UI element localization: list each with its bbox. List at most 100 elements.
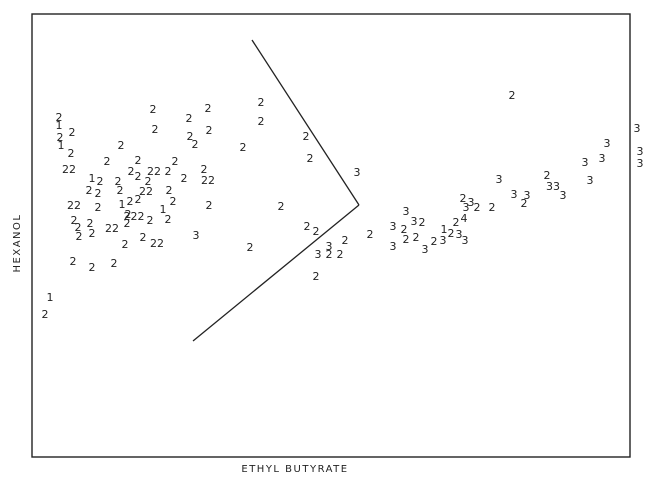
data-point-class-2: 2 — [240, 141, 247, 154]
data-point-class-2: 2 — [489, 201, 496, 214]
data-point-class-2: 2 — [68, 147, 75, 160]
data-point-class-2: 22 — [105, 222, 119, 235]
data-point-class-3: 3 — [390, 220, 397, 233]
y-axis-label: HEXANOL — [12, 214, 23, 273]
data-point-class-3: 3 — [354, 166, 361, 179]
data-point-class-3: 3 — [560, 189, 567, 202]
data-point-class-2: 2 — [192, 138, 199, 151]
data-point-class-2: 2 — [303, 130, 310, 143]
data-point-class-2: 2 — [57, 131, 64, 144]
data-point-class-2: 2 — [95, 201, 102, 214]
data-point-class-2: 2 — [117, 184, 124, 197]
data-point-class-2: 2 — [118, 139, 125, 152]
data-point-class-2: 2 — [509, 89, 516, 102]
data-point-class-2: 2 — [56, 111, 63, 124]
data-point-class-2: 2 — [307, 152, 314, 165]
data-point-class-2: 2 — [87, 217, 94, 230]
data-point-class-2: 2 — [474, 201, 481, 214]
data-point-class-2: 2 — [205, 102, 212, 115]
data-point-class-2: 2 — [97, 175, 104, 188]
data-point-class-2: 2 — [337, 248, 344, 261]
data-point-class-2: 2 — [111, 257, 118, 270]
data-point-class-2: 2 — [403, 233, 410, 246]
data-point-class-2: 222 — [124, 210, 145, 223]
data-point-class-2: 2 — [150, 103, 157, 116]
data-point-class-3: 3 — [496, 173, 503, 186]
data-point-class-2: 2 — [69, 126, 76, 139]
data-point-class-2: 2 — [342, 234, 349, 247]
data-point-class-2: 2 — [258, 115, 265, 128]
data-point-class-2: 2 — [128, 165, 135, 178]
data-point-class-3: 3 — [599, 152, 606, 165]
data-point-class-2: 2 — [313, 270, 320, 283]
data-point-class-2: 2 — [431, 235, 438, 248]
data-point-class-2: 2 — [147, 214, 154, 227]
data-point-class-3: 3 — [468, 196, 475, 209]
data-point-class-2: 2 — [313, 225, 320, 238]
data-point-class-2: 2 — [367, 228, 374, 241]
data-point-class-1: 1 — [56, 119, 63, 132]
data-point-class-3: 3 — [315, 248, 322, 261]
decision-boundaries — [192, 39, 360, 342]
data-point-class-1: 1 — [119, 198, 126, 211]
data-point-class-3: 3 — [403, 205, 410, 218]
data-point-class-2: 2 — [75, 221, 82, 234]
data-point-class-2: 2 — [89, 261, 96, 274]
boundary-line-1 — [251, 39, 360, 206]
data-point-class-3: 3 — [411, 215, 418, 228]
data-point-class-2: 2 — [544, 169, 551, 182]
data-point-class-2: 2 — [247, 241, 254, 254]
data-point-class-2: 2 — [326, 248, 333, 261]
data-point-class-2: 2 — [165, 213, 172, 226]
data-point-class-3: 3 — [422, 243, 429, 256]
data-point-class-2: 2 — [186, 112, 193, 125]
data-point-class-1: 1 — [160, 203, 167, 216]
data-point-class-3: 3 — [604, 137, 611, 150]
data-point-class-2: 2 — [124, 217, 131, 230]
data-point-class-3: 33 — [546, 180, 560, 193]
data-point-class-2: 2 — [152, 123, 159, 136]
x-axis-label: ETHYL BUTYRATE — [241, 464, 348, 475]
data-point-class-2: 2 — [95, 187, 102, 200]
data-point-class-2: 2 — [86, 184, 93, 197]
data-point-class-2: 2 — [170, 195, 177, 208]
data-point-class-2: 2 — [127, 195, 134, 208]
data-point-class-2: 2 — [115, 175, 122, 188]
data-point-class-1: 1 — [47, 291, 54, 304]
data-point-class-2: 2 — [104, 155, 111, 168]
data-point-class-2: 2 — [460, 192, 467, 205]
data-point-class-3: 3 — [193, 229, 200, 242]
data-point-class-2: 2 — [125, 208, 132, 221]
data-point-class-3: 3 — [326, 240, 333, 253]
data-point-class-3: 3 — [524, 189, 531, 202]
data-point-class-2: 2 — [187, 130, 194, 143]
data-point-class-2: 22 — [150, 237, 164, 250]
data-point-class-3: 3 — [634, 122, 641, 135]
data-point-class-2: 2 — [165, 165, 172, 178]
data-point-class-2: 2 — [89, 227, 96, 240]
data-point-class-2: 2 — [304, 220, 311, 233]
data-point-class-3: 3 — [582, 156, 589, 169]
data-point-class-2: 2 — [135, 170, 142, 183]
data-point-class-3: 3 — [587, 174, 594, 187]
data-point-class-2: 2 — [76, 230, 83, 243]
data-point-class-2: 2 — [42, 308, 49, 321]
data-point-class-2: 2 — [413, 231, 420, 244]
data-point-class-2: 2 — [453, 216, 460, 229]
data-point-class-3: 3 — [456, 228, 463, 241]
data-point-class-2: 2 — [70, 255, 77, 268]
data-point-class-2: 2 — [140, 231, 147, 244]
data-point-class-2: 22 — [139, 185, 153, 198]
plot-frame — [31, 13, 631, 458]
boundary-line-2 — [192, 204, 360, 342]
data-point-class-2: 2 — [71, 214, 78, 227]
data-point-class-2: 22 — [67, 199, 81, 212]
data-point-class-2: 2 — [172, 155, 179, 168]
data-point-class-3: 3 — [637, 145, 644, 158]
data-point-class-4: 4 — [461, 212, 468, 225]
data-point-class-2: 2 — [181, 172, 188, 185]
data-point-class-2: 2 — [206, 124, 213, 137]
data-point-class-3: 3 — [462, 234, 469, 247]
